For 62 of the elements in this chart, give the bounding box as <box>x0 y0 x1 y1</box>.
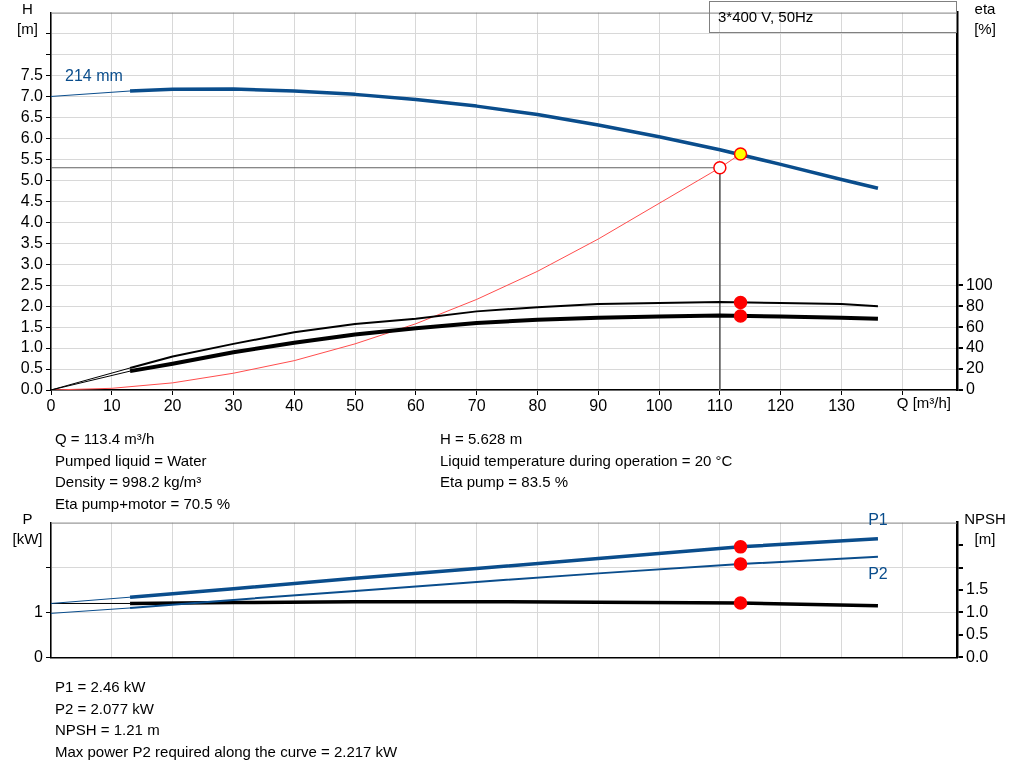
x-tick-label: 90 <box>589 397 608 415</box>
text: Eta pump = 83.5 % <box>440 473 568 490</box>
y-tick-label: 1.5 <box>20 317 44 335</box>
y-tick-label: 1.0 <box>20 338 44 356</box>
y-tick-label: 3.5 <box>20 233 44 251</box>
y2-axis-title: eta [%] <box>974 0 997 37</box>
x-tick-label: 100 <box>645 397 673 415</box>
y-tick-label: 5.5 <box>20 149 44 167</box>
y2-tick-label: 20 <box>966 359 984 377</box>
text: Density = 998.2 kg/m³ <box>55 473 202 490</box>
x-tick-label: 20 <box>163 397 182 415</box>
series-label: P2 <box>868 565 888 583</box>
x-tick-label: 0 <box>46 397 56 415</box>
y2-tick-label: 40 <box>966 338 984 356</box>
x-tick-label: 40 <box>285 397 304 415</box>
y-tick-label: 4.0 <box>20 212 44 230</box>
y2-tick-label: 0 <box>966 380 975 398</box>
text: P1 = 2.46 kW <box>55 678 146 695</box>
text: Eta pump+motor = 70.5 % <box>55 494 231 512</box>
text: NPSH = 1.21 m <box>55 721 160 738</box>
x-axis-title: Q [m³/h] <box>896 393 951 411</box>
y2-tick-label: 0.0 <box>966 647 989 665</box>
y2-tick-label: 1.0 <box>966 602 989 620</box>
x-tick-label: 130 <box>828 397 855 415</box>
x-tick-label: 50 <box>346 397 365 415</box>
text: H = 5.628 m <box>440 430 523 447</box>
y2-tick-label: 0.5 <box>966 625 989 643</box>
x-tick-label: 10 <box>102 397 121 415</box>
text: Liquid temperature during operation = 20 °C <box>440 451 733 469</box>
y-tick-label: 5.0 <box>20 170 44 188</box>
y-tick-label: 1 <box>34 602 44 620</box>
x-tick-label: 80 <box>528 397 547 415</box>
y-tick-label: 4.5 <box>20 191 44 209</box>
x-tick-label: 70 <box>467 397 486 415</box>
text: P2 = 2.077 kW <box>55 699 154 717</box>
y-tick-label: 6.5 <box>20 107 44 125</box>
y-tick-label: 0.0 <box>20 380 44 398</box>
y2-tick-label: 100 <box>966 275 993 293</box>
y2-tick-label: 80 <box>966 296 984 314</box>
x-tick-label: 110 <box>707 397 733 415</box>
y-tick-label: 7.5 <box>20 65 44 83</box>
text: Q = 113.4 m³/h <box>55 430 155 447</box>
y2-tick-label: 1.5 <box>966 580 989 598</box>
x-tick-label: 60 <box>406 397 425 415</box>
y-tick-label: 7.0 <box>20 86 44 104</box>
y-tick-label: 2.5 <box>20 275 44 293</box>
text: Pumped liquid = Water <box>55 451 207 469</box>
x-tick-label: 30 <box>224 397 243 415</box>
y2-tick-label: 60 <box>966 317 984 335</box>
y-tick-label: 3.0 <box>20 254 44 272</box>
x-tick-label: 120 <box>767 397 795 415</box>
y-tick-label: 0 <box>34 647 44 665</box>
y-axis-title: H [m] <box>17 0 38 37</box>
y-tick-label: 6.0 <box>20 128 44 146</box>
series-label: P1 <box>868 511 888 529</box>
y-tick-label: 0.5 <box>20 359 44 377</box>
y-tick-label: 2.0 <box>20 296 44 314</box>
text: Max power P2 required along the curve = 2.217 kW <box>55 742 398 760</box>
series-label: 214 mm <box>65 66 123 84</box>
y-axis-title: P [kW] <box>12 509 43 547</box>
chart-title: 3*400 V, 50Hz <box>709 1 957 33</box>
y2-axis-title: NPSH [m] <box>964 509 1006 547</box>
